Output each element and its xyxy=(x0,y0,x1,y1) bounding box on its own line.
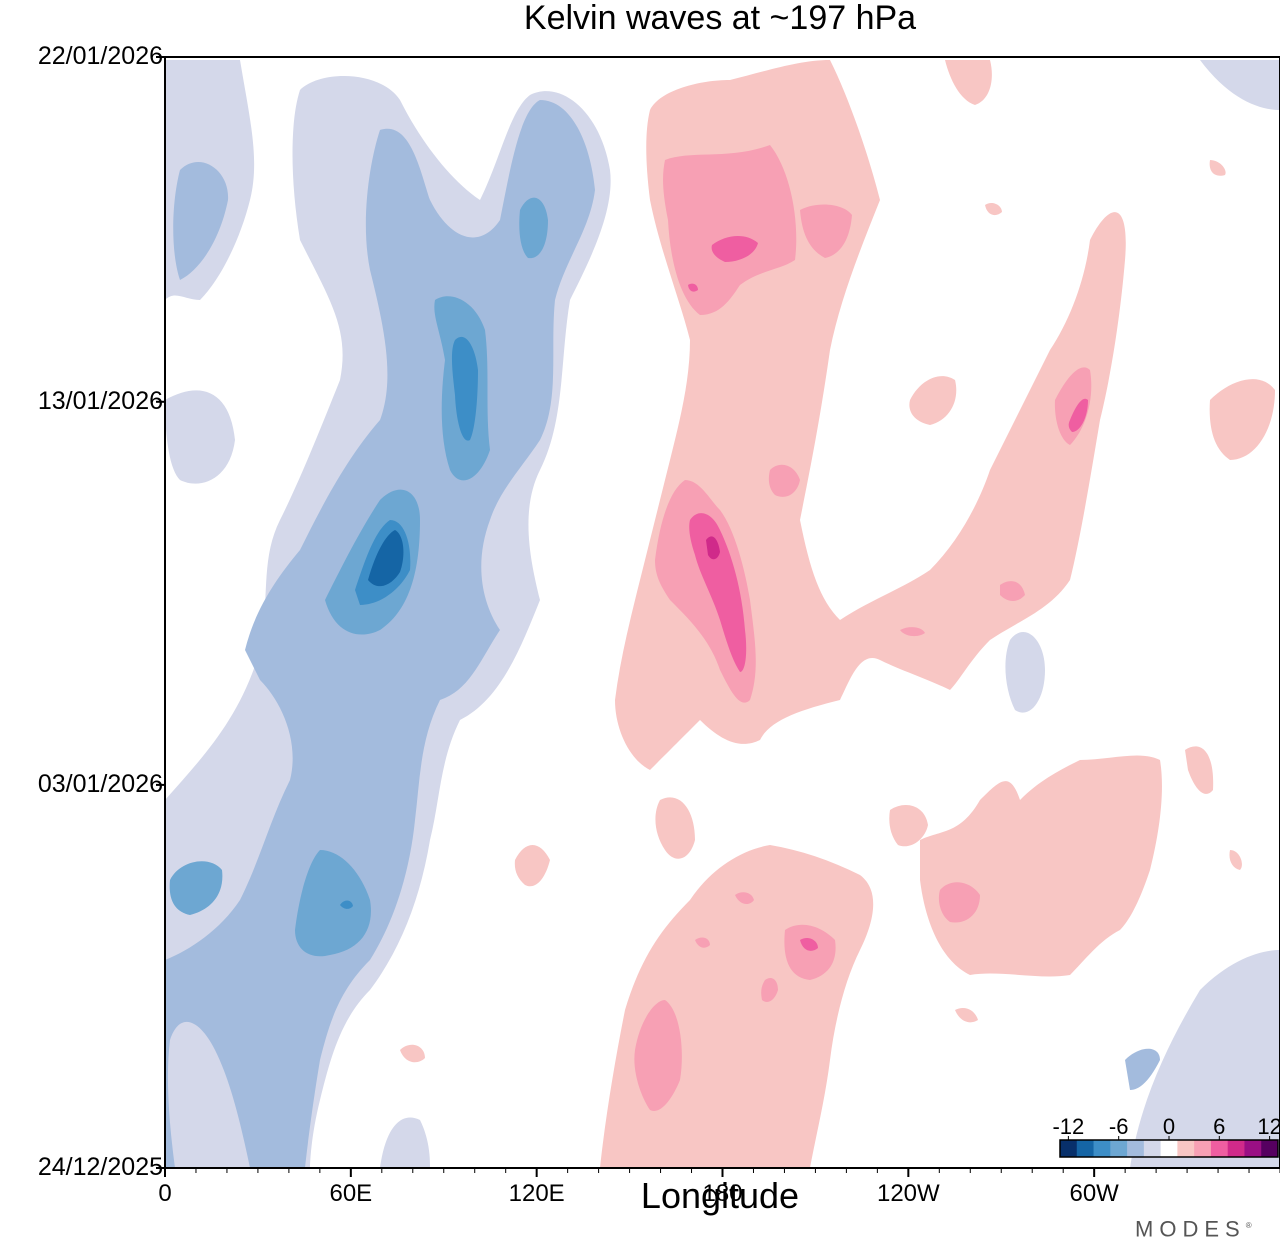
colorbar-tick-label: 12 xyxy=(1257,1114,1280,1139)
y-axis-ticks xyxy=(156,56,165,1169)
brand-text: MODES xyxy=(1135,1216,1246,1242)
colorbar-swatch xyxy=(1261,1140,1279,1157)
colorbar-swatch xyxy=(1210,1140,1229,1157)
x-axis-minor-ticks xyxy=(164,1168,1280,1173)
colorbar-tick-label: -12 xyxy=(1052,1114,1085,1139)
colorbar-swatch xyxy=(1177,1140,1195,1157)
chart-title: Kelvin waves at ~197 hPa xyxy=(523,0,917,37)
neg-contour-lvl8 xyxy=(340,336,478,909)
contour-field xyxy=(165,60,1280,1168)
pos-contour-lvl8 xyxy=(706,536,720,560)
colorbar-swatch xyxy=(1110,1140,1128,1157)
colorbar-swatch xyxy=(1227,1140,1245,1157)
x-tick-label: 120W xyxy=(876,1180,940,1207)
neg-contour-lvl6 xyxy=(169,197,548,957)
y-tick-label: 03/01/2026 xyxy=(37,769,163,798)
colorbar-swatch xyxy=(1194,1140,1212,1157)
x-tick-label: 60E xyxy=(329,1180,373,1207)
colorbar-tick-label: -6 xyxy=(1108,1114,1129,1139)
colorbar-swatch xyxy=(1076,1140,1095,1157)
x-tick-label: 120E xyxy=(508,1180,565,1207)
colorbar-tick-label: 0 xyxy=(1162,1114,1176,1139)
y-tick-label: 22/01/2026 xyxy=(37,42,163,70)
x-axis-title: Longitude xyxy=(640,1175,800,1216)
colorbar-swatch xyxy=(1160,1140,1178,1157)
colorbar-swatch xyxy=(1093,1140,1111,1157)
x-tick-label: 60W xyxy=(1069,1180,1119,1207)
colorbar-swatch xyxy=(1244,1140,1262,1157)
y-tick-label: 13/01/2026 xyxy=(37,386,163,415)
modes-logo: MODES® xyxy=(1135,1216,1252,1242)
colorbar-swatch xyxy=(1060,1140,1078,1157)
x-tick-label: 180 xyxy=(702,1180,743,1207)
y-tick-label: 24/12/2025 xyxy=(37,1153,163,1181)
colorbar-tick-label: 6 xyxy=(1213,1114,1226,1139)
colorbar-swatch xyxy=(1143,1140,1162,1157)
colorbar xyxy=(1059,1136,1279,1158)
pos-contour-lvl2 xyxy=(400,60,1275,1168)
colorbar-swatch xyxy=(1127,1140,1145,1157)
neg-contour-lvl10 xyxy=(368,530,404,587)
x-tick-label: 0 xyxy=(158,1180,172,1207)
neg-contour-lvl4 xyxy=(165,100,1160,1168)
